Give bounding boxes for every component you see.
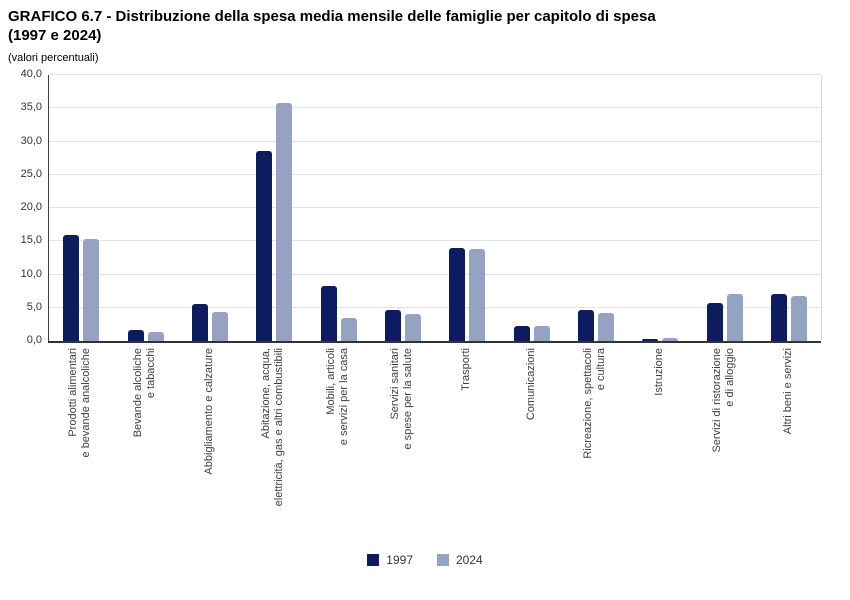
x-label-line: Abitazione, acqua, xyxy=(260,348,273,439)
plot-area xyxy=(48,74,822,343)
legend-item-1997: 1997 xyxy=(367,553,413,567)
x-label-line: Istruzione xyxy=(652,348,665,396)
x-label-line: e tabacchi xyxy=(144,348,157,399)
legend-swatch-1997 xyxy=(367,554,380,566)
gridline xyxy=(49,173,821,175)
bar-2024 xyxy=(404,314,421,341)
x-category-label: Abitazione, acqua, elettricità, gas e alt… xyxy=(256,348,290,543)
bar-1997 xyxy=(191,303,208,341)
x-label-line: e cultura xyxy=(594,348,607,391)
x-label-line: Ricreazione, spettacoli xyxy=(581,348,594,459)
legend-swatch-2024 xyxy=(437,554,449,566)
y-tick-label: 15,0 xyxy=(20,234,42,247)
x-label-line: elettricità, gas e altri combustibili xyxy=(273,348,286,507)
gridline xyxy=(49,273,821,275)
x-label-line: e servizi per la casa xyxy=(337,348,350,446)
x-label-line: Servizi di ristorazione xyxy=(710,348,723,453)
gridline xyxy=(49,240,821,242)
bar-1997 xyxy=(449,247,466,341)
gridline xyxy=(49,74,821,75)
gridline xyxy=(49,107,821,109)
x-label-line: Bevande alcoliche xyxy=(131,348,144,438)
gridline xyxy=(49,140,821,142)
bar-2024 xyxy=(662,337,679,341)
bar-1997 xyxy=(706,303,723,341)
x-category-label: Prodotti alimentari e bevande analcoliche xyxy=(63,348,97,543)
bar-1997 xyxy=(513,325,530,341)
x-category-label: Abbigliamento e calzature xyxy=(192,348,226,543)
x-category-label: Servizi di ristorazione e di alloggio xyxy=(707,348,741,543)
x-label-line: Prodotti alimentari xyxy=(67,348,80,437)
bar-2024 xyxy=(533,326,550,341)
x-category-label: Ricreazione, spettacoli e cultura xyxy=(578,348,612,543)
y-tick-label: 35,0 xyxy=(20,101,42,114)
x-category-label: Mobili, articoli e servizi per la casa xyxy=(321,348,355,543)
x-label-line: e spese per la salute xyxy=(401,348,414,450)
bar-2024 xyxy=(469,249,486,341)
bar-2024 xyxy=(276,102,293,341)
bar-1997 xyxy=(256,150,273,341)
gridline xyxy=(49,207,821,208)
bar-2024 xyxy=(83,239,100,341)
y-tick-label: 30,0 xyxy=(20,134,42,147)
x-label-line: Trasporti xyxy=(459,348,472,391)
y-tick-label: 5,0 xyxy=(26,300,42,313)
chart-subtitle: (valori percentuali) xyxy=(8,52,99,64)
x-axis-line xyxy=(48,341,821,343)
y-tick-label: 40,0 xyxy=(20,68,42,80)
x-category-label: Comunicazioni xyxy=(514,348,548,543)
bar-1997 xyxy=(127,330,144,341)
bar-2024 xyxy=(211,312,228,341)
bar-2024 xyxy=(597,313,614,341)
bar-1997 xyxy=(577,309,594,341)
x-label-line: e di alloggio xyxy=(723,348,736,407)
x-category-label: Altri beni e servizi xyxy=(771,348,805,543)
bar-1997 xyxy=(320,285,337,341)
bar-2024 xyxy=(790,296,807,341)
x-category-label: Servizi sanitari e spese per la salute xyxy=(385,348,419,543)
x-category-label: Istruzione xyxy=(642,348,676,543)
x-category-label: Bevande alcoliche e tabacchi xyxy=(128,348,162,543)
gridline xyxy=(49,306,821,308)
bar-1997 xyxy=(63,234,80,341)
y-tick-label: 25,0 xyxy=(20,167,42,180)
page-title: GRAFICO 6.7 - Distribuzione della spesa … xyxy=(8,8,656,25)
legend-label: 1997 xyxy=(386,553,413,567)
bar-2024 xyxy=(340,318,357,341)
x-category-label: Trasporti xyxy=(449,348,483,543)
bar-1997 xyxy=(384,310,401,341)
legend: 1997 2024 xyxy=(0,553,850,567)
page-title-line2: (1997 e 2024) xyxy=(8,27,102,44)
x-label-line: Abbigliamento e calzature xyxy=(202,348,215,475)
legend-item-2024: 2024 xyxy=(437,553,483,567)
bar-2024 xyxy=(147,332,164,341)
y-tick-label: 20,0 xyxy=(20,201,42,213)
x-label-line: e bevande analcoliche xyxy=(80,348,93,458)
bar-1997 xyxy=(770,293,787,341)
y-tick-label: 0,0 xyxy=(26,334,42,346)
x-label-line: Altri beni e servizi xyxy=(781,348,794,435)
bar-2024 xyxy=(726,293,743,341)
legend-label: 2024 xyxy=(456,553,483,567)
bar-1997 xyxy=(642,339,659,341)
x-label-line: Mobili, articoli xyxy=(324,348,337,415)
y-tick-label: 10,0 xyxy=(20,267,42,280)
x-label-line: Comunicazioni xyxy=(524,348,536,421)
x-label-line: Servizi sanitari xyxy=(388,348,401,420)
